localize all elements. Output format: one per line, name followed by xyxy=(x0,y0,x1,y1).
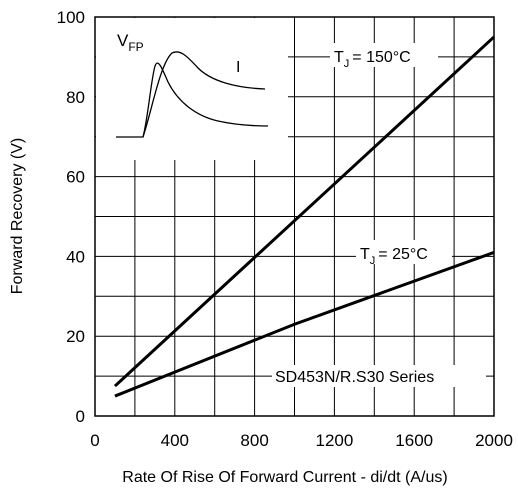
y-tick-label: 60 xyxy=(66,168,85,187)
inset-i-label: I xyxy=(236,59,240,76)
y-tick-label: 100 xyxy=(57,8,85,27)
y-tick-label: 20 xyxy=(66,327,85,346)
waveform-inset: VFP I xyxy=(96,18,288,160)
x-tick-label: 0 xyxy=(90,431,99,450)
series-line-tj-150c xyxy=(113,35,496,388)
x-tick-label: 1600 xyxy=(395,431,433,450)
series-label-150: TJ = 150°C xyxy=(334,49,411,70)
series-label-25: TJ = 25°C xyxy=(360,246,428,267)
y-tick-label: 40 xyxy=(66,247,85,266)
series-annotation: SD453N/R.S30 Series xyxy=(275,369,434,386)
y-tick-label: 80 xyxy=(66,88,85,107)
x-tick-label: 400 xyxy=(161,431,189,450)
x-tick-label: 800 xyxy=(240,431,268,450)
x-axis-ticks: 0 400 800 1200 1600 2000 xyxy=(90,431,513,450)
series-label-bg-25 xyxy=(356,240,452,264)
series-line-tj-25c xyxy=(114,250,495,398)
plot-frame xyxy=(94,16,495,417)
series-layer xyxy=(113,35,496,398)
inset-vfp-label: VFP xyxy=(117,31,144,54)
y-axis-ticks: 0 20 40 60 80 100 xyxy=(57,8,85,426)
x-tick-label: 1200 xyxy=(315,431,353,450)
inset-voltage-waveform xyxy=(116,62,269,138)
inset-current-waveform xyxy=(142,51,266,138)
y-tick-label: 0 xyxy=(76,407,85,426)
x-axis-title: Rate Of Rise Of Forward Current - di/dt … xyxy=(122,469,447,486)
series-labels: TJ = 150°C TJ = 25°C SD453N/R.S30 Series xyxy=(272,43,486,387)
series-annotation-bg xyxy=(272,365,486,387)
y-axis-title: Forward Recovery (V) xyxy=(9,138,26,294)
x-tick-label: 2000 xyxy=(475,431,513,450)
series-label-bg-150 xyxy=(330,43,438,67)
